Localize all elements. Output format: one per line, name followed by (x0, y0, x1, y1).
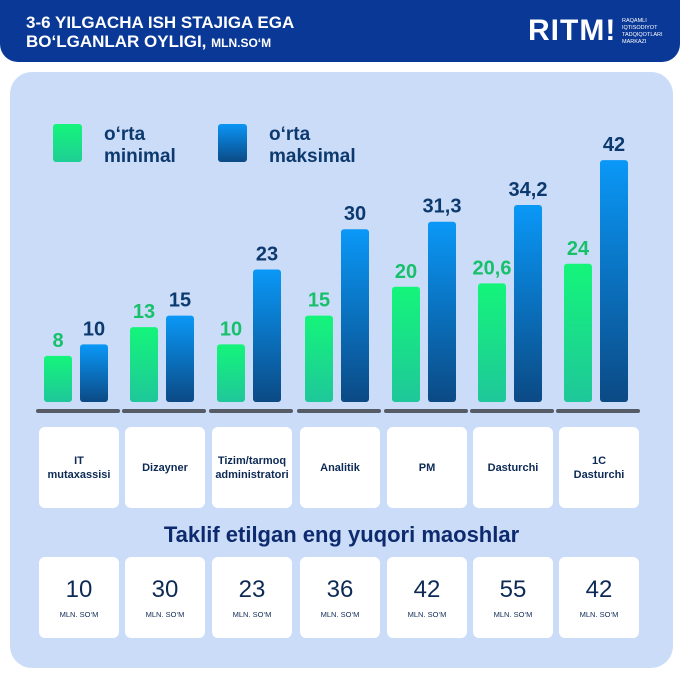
ritm-logo: RITM! (528, 14, 617, 47)
legend-max-swatch (218, 124, 247, 162)
bar-min (564, 263, 592, 402)
category-label: PM (418, 461, 436, 474)
category-box: Dasturchi (473, 427, 553, 508)
top-offer-box: 10 MLN. SO‘M (39, 557, 119, 638)
bar-min (392, 286, 420, 402)
top-offer-value: 36 (326, 576, 354, 603)
bar-min (217, 344, 245, 402)
value-label-min: 20 (395, 261, 417, 283)
top-offer-value: 55 (499, 576, 527, 603)
bar-min (130, 327, 158, 402)
category-label: Analitik (320, 461, 360, 474)
category-box: 1C Dasturchi (559, 427, 639, 508)
top-offer-box: 42 MLN. SO‘M (387, 557, 467, 638)
value-label-min: 20,6 (473, 257, 512, 279)
header: 3-6 YILGACHA ISH STAJIGA EGA BO‘LGANLAR O… (0, 0, 680, 62)
top-offer-unit: MLN. SO‘M (145, 610, 185, 619)
category-label: 1C Dasturchi (573, 454, 625, 481)
top-offer-value: 42 (413, 576, 441, 603)
top-offer-box: 30 MLN. SO‘M (125, 557, 205, 638)
bar-max (80, 344, 108, 402)
baseline-separator (384, 409, 468, 413)
baseline-separator (297, 409, 381, 413)
top-offer-box: 55 MLN. SO‘M (473, 557, 553, 638)
baseline-separator (36, 409, 120, 413)
legend-min-swatch (53, 124, 82, 162)
legend-min-label: o‘rta minimal (104, 124, 176, 167)
baseline-separator (470, 409, 554, 413)
value-label-max: 15 (169, 290, 191, 312)
top-offer-unit: MLN. SO‘M (407, 610, 447, 619)
value-label-max: 10 (83, 318, 105, 340)
category-box: PM (387, 427, 467, 508)
category-box: IT mutaxassisi (39, 427, 119, 508)
bar-max (600, 160, 628, 402)
category-box: Dizayner (125, 427, 205, 508)
bar-max (341, 229, 369, 402)
top-offer-value: 23 (238, 576, 266, 603)
category-box: Tizim/tarmoq administratori (212, 427, 292, 508)
baseline-separator (209, 409, 293, 413)
category-label: IT mutaxassisi (47, 454, 111, 481)
page-title: 3-6 YILGACHA ISH STAJIGA EGA BO‘LGANLAR O… (26, 13, 295, 51)
bar-max (253, 269, 281, 402)
bar-min (478, 283, 506, 402)
top-offer-box: 23 MLN. SO‘M (212, 557, 292, 638)
category-label: Dizayner (142, 461, 188, 474)
top-offer-value: 10 (65, 576, 93, 603)
bar-min (44, 355, 72, 402)
value-label-min: 24 (567, 238, 590, 260)
bar-max (514, 205, 542, 402)
top-offers-title: Taklif etilgan eng yuqori maoshlar (163, 522, 520, 547)
logo-subtitle: RAQAMLI IQTISODIYOT TADQIQOTLARI MARKAZI (622, 18, 663, 45)
top-offer-unit: MLN. SO‘M (320, 610, 360, 619)
value-label-min: 13 (133, 301, 155, 323)
value-label-min: 8 (52, 330, 63, 352)
legend-max-label: o‘rta maksimal (269, 124, 356, 167)
top-offer-unit: MLN. SO‘M (579, 610, 619, 619)
top-offer-box: 36 MLN. SO‘M (300, 557, 380, 638)
value-label-min: 15 (308, 290, 330, 312)
top-offer-unit: MLN. SO‘M (59, 610, 99, 619)
category-label: Dasturchi (487, 461, 539, 474)
value-label-max: 34,2 (509, 179, 548, 201)
top-offer-box: 42 MLN. SO‘M (559, 557, 639, 638)
baseline-separator (122, 409, 206, 413)
value-label-min: 10 (220, 318, 242, 340)
top-offer-unit: MLN. SO‘M (232, 610, 272, 619)
bar-max (428, 221, 456, 402)
bar-min (305, 315, 333, 402)
bar-max (166, 315, 194, 402)
category-label: Tizim/tarmoq administratori (215, 454, 289, 481)
value-label-max: 42 (603, 134, 625, 156)
value-label-max: 23 (256, 244, 278, 266)
top-offer-unit: MLN. SO‘M (493, 610, 533, 619)
category-box: Analitik (300, 427, 380, 508)
baseline-separator (556, 409, 640, 413)
top-offer-value: 30 (151, 576, 179, 603)
value-label-max: 31,3 (423, 196, 462, 218)
top-offer-value: 42 (585, 576, 613, 603)
value-label-max: 30 (344, 203, 366, 225)
